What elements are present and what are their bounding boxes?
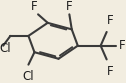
Text: F: F	[107, 65, 113, 78]
Text: F: F	[107, 14, 113, 27]
Text: Cl: Cl	[0, 42, 11, 55]
Text: Cl: Cl	[22, 70, 34, 83]
Text: F: F	[119, 39, 125, 52]
Text: F: F	[66, 0, 73, 13]
Text: F: F	[31, 0, 38, 13]
